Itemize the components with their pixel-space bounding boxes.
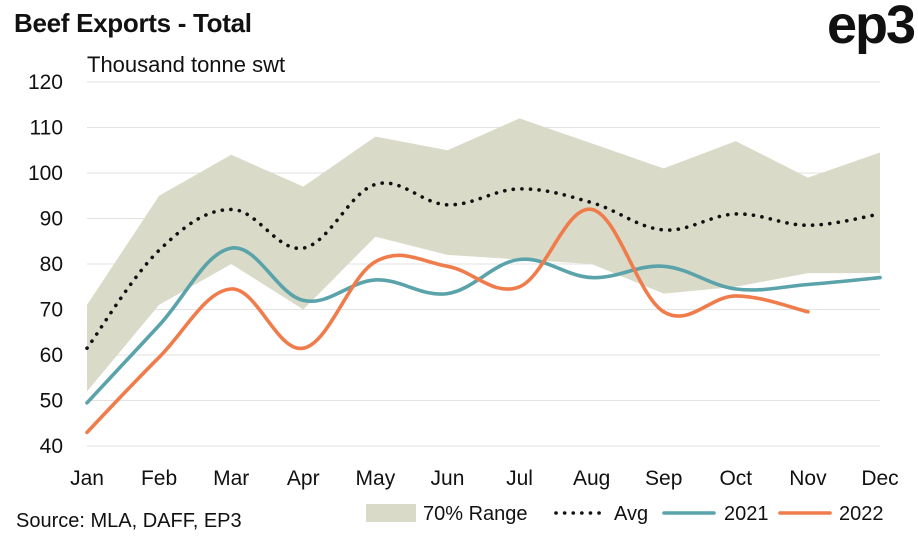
legend-label-2022: 2022 bbox=[839, 503, 884, 525]
x-tick-label-apr: Apr bbox=[287, 467, 320, 490]
x-tick-label-dec: Dec bbox=[861, 467, 898, 490]
y-tick-label-100: 100 bbox=[28, 162, 63, 185]
y-tick-label-90: 90 bbox=[40, 208, 63, 231]
x-tick-label-aug: Aug bbox=[573, 467, 610, 490]
y-tick-label-110: 110 bbox=[30, 117, 63, 140]
y-axis: 40 50 60 70 80 90 100 110 120 bbox=[28, 71, 63, 458]
x-tick-label-jun: Jun bbox=[431, 467, 465, 490]
y-tick-label-80: 80 bbox=[40, 253, 63, 276]
y-axis-unit-label: Thousand tonne swt bbox=[87, 52, 286, 77]
series-line-2021 bbox=[85, 246, 882, 405]
y-tick-label-60: 60 bbox=[40, 344, 63, 367]
legend-label-range: 70% Range bbox=[423, 503, 528, 525]
x-tick-label-jul: Jul bbox=[506, 467, 533, 490]
source-note: Source: MLA, DAFF, EP3 bbox=[16, 510, 242, 532]
x-tick-label-sep: Sep bbox=[645, 467, 682, 490]
y-tick-label-50: 50 bbox=[40, 390, 63, 413]
series-line-avg bbox=[85, 181, 882, 350]
x-tick-label-may: May bbox=[356, 467, 396, 490]
range-band bbox=[87, 118, 880, 392]
x-tick-label-jan: Jan bbox=[70, 467, 104, 490]
chart-title: Beef Exports - Total bbox=[14, 8, 252, 38]
x-tick-label-oct: Oct bbox=[719, 467, 752, 490]
legend-swatch-range bbox=[366, 504, 416, 522]
x-tick-label-nov: Nov bbox=[789, 467, 827, 490]
ep3-logo: ep3 bbox=[826, 0, 916, 55]
legend-label-2021: 2021 bbox=[724, 503, 769, 525]
y-tick-label-40: 40 bbox=[40, 435, 63, 458]
x-axis: Jan Feb Mar Apr May Jun Jul Aug Sep Oct Nov Dec bbox=[70, 467, 899, 490]
y-tick-label-70: 70 bbox=[40, 299, 63, 322]
y-tick-label-120: 120 bbox=[28, 71, 63, 94]
x-tick-label-feb: Feb bbox=[141, 467, 177, 490]
range-band-area bbox=[87, 118, 880, 392]
series-line-2022 bbox=[85, 207, 810, 435]
legend-label-avg: Avg bbox=[614, 503, 648, 525]
x-tick-label-mar: Mar bbox=[213, 467, 249, 490]
series-lines bbox=[85, 181, 882, 435]
legend: 70% Range Avg 2021 2022 bbox=[366, 503, 884, 525]
